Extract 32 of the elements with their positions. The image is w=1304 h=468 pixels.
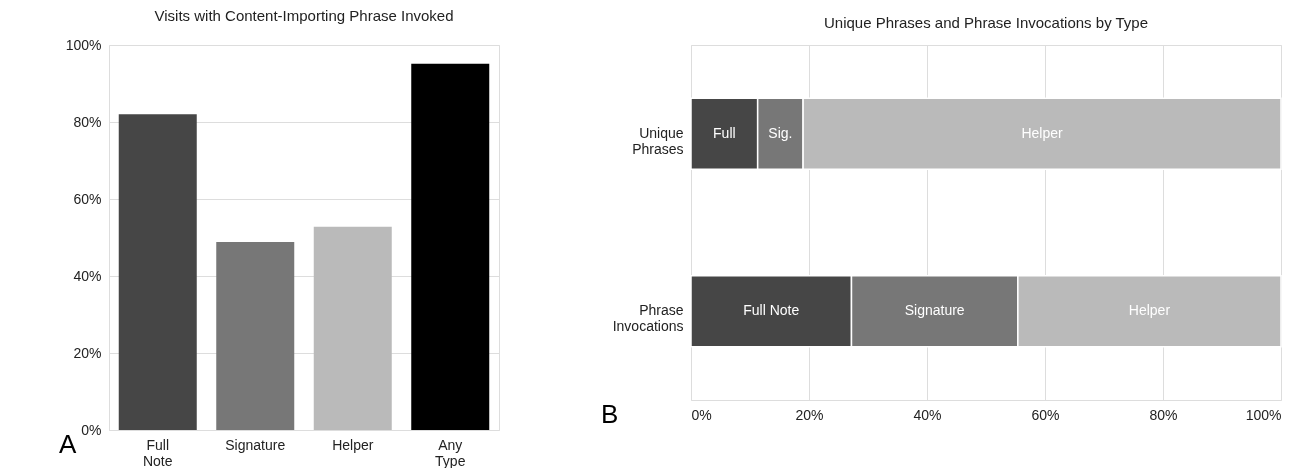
x-tick-label: 40% [913,406,942,423]
bar [313,226,392,430]
x-tick-label: Any Type [435,436,466,468]
bar [118,114,197,430]
data-label: Helper [1021,124,1063,141]
y-tick-label: 60% [73,190,102,207]
data-label: Full [713,124,736,141]
bar [411,63,490,430]
x-tick-label: 0% [691,406,712,423]
y-tick-label: 20% [73,344,102,361]
x-tick-label: Full Note [142,436,173,468]
y-tick-label: 0% [81,421,102,438]
text: A [59,429,77,459]
text: B [601,399,619,429]
x-tick-label: 60% [1031,406,1060,423]
data-label: Signature [904,302,965,319]
x-tick-label: 80% [1149,406,1178,423]
x-tick-label: 100% [1245,406,1282,423]
bar [216,242,295,430]
y-tick-label: 40% [73,267,102,284]
y-tick-label: 100% [65,36,102,53]
chart-title: Unique Phrases and Phrase Invocations by Type [823,14,1149,31]
y-tick-label: 80% [73,113,102,130]
x-tick-label: Signature [225,436,286,453]
x-tick-label: Helper [332,436,374,453]
data-label: Helper [1128,302,1171,319]
y-tick-label: Unique Phrases [632,124,684,157]
data-label: Sig. [768,124,793,141]
data-label: Full Note [743,302,800,319]
chart-title: Visits with Content-Importing Phrase Invoked [154,7,454,24]
x-tick-label: 20% [795,406,824,423]
y-tick-label: Phrase Invocations [612,302,684,335]
